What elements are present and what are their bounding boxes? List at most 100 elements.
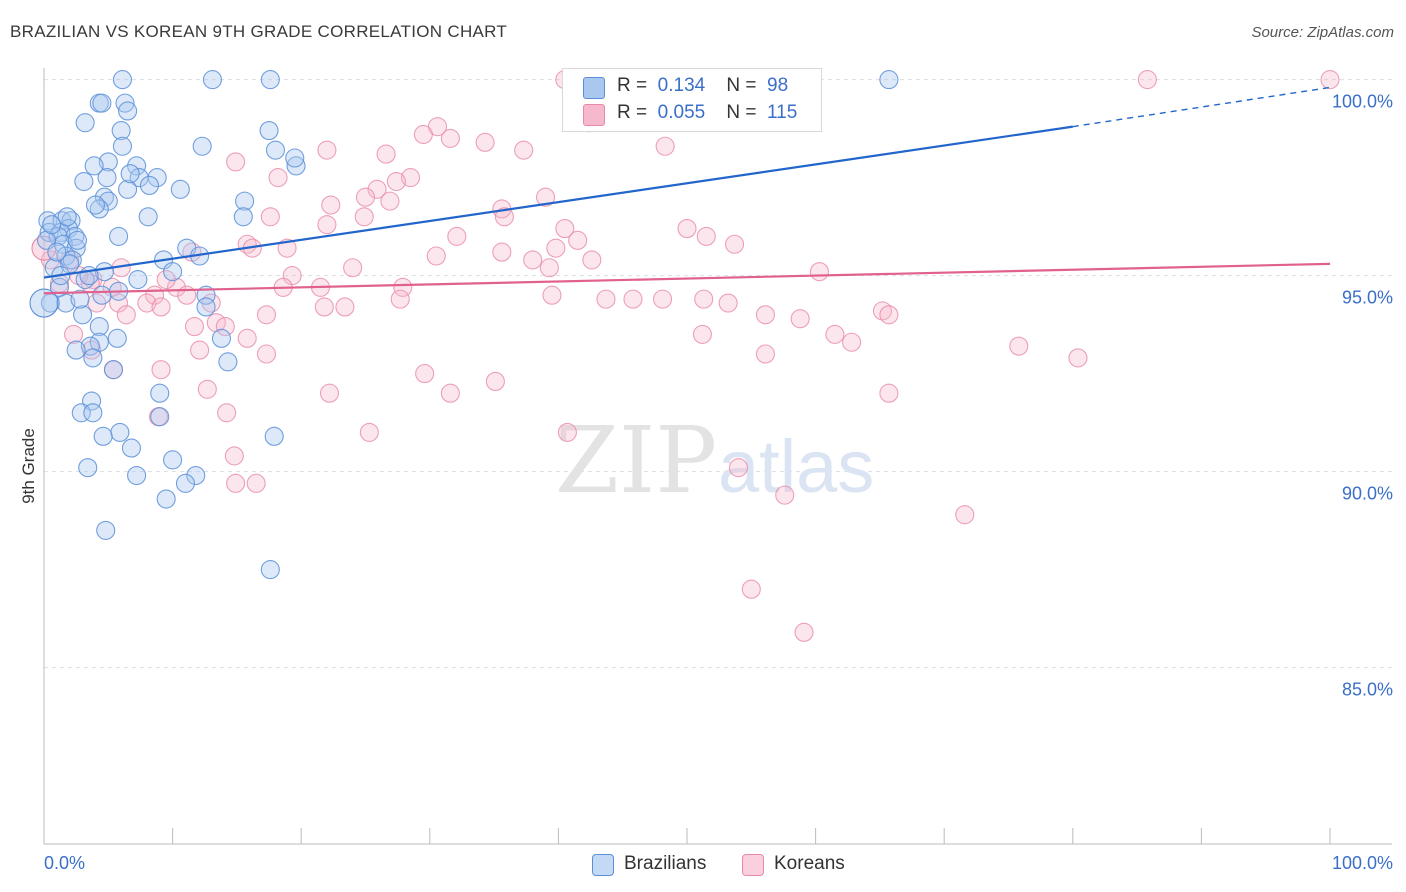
- brazilian-point: [98, 152, 118, 172]
- brazilian-point: [121, 438, 141, 458]
- source-credit: Source: ZipAtlas.com: [1251, 24, 1394, 41]
- brazilian-point: [29, 288, 59, 318]
- korean-point: [319, 383, 340, 403]
- korean-point: [523, 250, 543, 270]
- brazilian-point: [211, 328, 232, 348]
- watermark-atlas: atlas: [718, 425, 874, 508]
- korean-point: [775, 485, 795, 505]
- brazilian-point: [118, 179, 138, 199]
- r-value: 0.055: [657, 102, 706, 123]
- korean-point: [1068, 348, 1088, 368]
- brazilian-point: [233, 207, 253, 227]
- brazilian-point: [67, 230, 87, 250]
- brazilian-point: [85, 195, 105, 215]
- brazilian-point: [80, 336, 100, 356]
- korean-point: [367, 179, 387, 199]
- brazilians-trend-line: [43, 125, 1073, 279]
- stats-legend: R = 0.134 N = 98 R = 0.055 N = 115: [562, 68, 822, 132]
- korean-point: [555, 219, 575, 239]
- koreans-legend-swatch: [742, 854, 764, 876]
- korean-point: [879, 383, 899, 403]
- korean-point: [415, 364, 435, 384]
- korean-point: [215, 317, 235, 337]
- korean-point: [447, 226, 467, 246]
- watermark-zip: ZIP: [555, 407, 717, 514]
- korean-point: [596, 289, 616, 309]
- brazilian-point: [265, 140, 286, 160]
- r-label: R =: [617, 102, 648, 123]
- brazilian-point: [192, 136, 212, 156]
- brazilian-point: [186, 465, 206, 486]
- n-value: 115: [767, 102, 798, 123]
- korean-point: [151, 297, 171, 317]
- korean-point: [64, 324, 84, 344]
- y-tick-label: 95.0%: [1342, 288, 1393, 308]
- trend-lines: [43, 86, 1331, 295]
- brazilian-point: [111, 121, 131, 141]
- brazilian-point: [73, 305, 93, 325]
- korean-point: [492, 242, 512, 262]
- brazilian-point: [138, 207, 158, 227]
- y-tick-label: 100.0%: [1332, 92, 1393, 112]
- korean-point: [321, 195, 341, 215]
- korean-point: [692, 324, 712, 344]
- korean-point: [386, 171, 406, 192]
- korean-point: [151, 360, 171, 380]
- brazilian-point: [83, 348, 103, 368]
- korean-point: [256, 305, 277, 325]
- brazilian-point: [112, 70, 132, 90]
- korean-point: [359, 422, 379, 442]
- brazilian-point: [97, 168, 117, 188]
- korean-point: [343, 258, 363, 278]
- y-tick-labels: 85.0% 90.0% 95.0% 100.0%: [1332, 92, 1393, 700]
- brazilian-point: [147, 168, 167, 188]
- korean-point: [475, 132, 495, 152]
- korean-point: [542, 285, 562, 305]
- brazilian-point: [57, 207, 77, 227]
- brazilian-point: [150, 407, 170, 427]
- brazilian-point: [202, 70, 223, 90]
- brazilian-point: [175, 473, 196, 493]
- korean-point: [825, 324, 845, 344]
- chart-title: BRAZILIAN VS KOREAN 9TH GRADE CORRELATIO…: [10, 22, 508, 41]
- brazilian-point: [260, 70, 280, 90]
- korean-point: [440, 383, 460, 403]
- koreans-trend-line: [43, 262, 1331, 295]
- r-label: R =: [617, 75, 648, 96]
- korean-point: [317, 215, 337, 235]
- korean-point: [440, 128, 460, 148]
- brazilian-point: [163, 450, 183, 470]
- korean-point: [809, 262, 830, 282]
- korean-point: [355, 187, 376, 207]
- brazilian-point: [78, 458, 98, 478]
- brazilian-point: [218, 352, 238, 372]
- korean-point: [653, 289, 673, 309]
- brazilian-point: [118, 101, 138, 121]
- brazilian-point: [42, 215, 62, 235]
- brazilian-point: [96, 520, 116, 540]
- x-tick-label: 0.0%: [44, 853, 85, 873]
- brazilians-legend-swatch: [592, 854, 614, 876]
- brazilian-point: [93, 426, 113, 446]
- brazilian-point: [75, 113, 95, 133]
- korean-point: [400, 168, 421, 188]
- korean-point: [413, 124, 433, 145]
- brazilian-point: [260, 560, 280, 580]
- korean-point: [794, 622, 814, 642]
- brazilian-point: [89, 317, 109, 337]
- korean-point: [166, 277, 187, 297]
- korean-point: [718, 293, 738, 313]
- brazilian-point: [127, 156, 147, 176]
- korean-point: [393, 277, 413, 297]
- korean-point: [655, 136, 675, 156]
- korean-point: [539, 258, 559, 278]
- legend-label-brazilians: Brazilians: [624, 853, 707, 874]
- n-label: N =: [726, 75, 757, 96]
- brazilian-point: [286, 156, 306, 176]
- korean-point: [224, 446, 244, 466]
- brazilian-point: [66, 340, 86, 360]
- korean-point: [557, 422, 577, 442]
- koreans-swatch: [583, 104, 605, 126]
- brazilian-point: [264, 426, 284, 446]
- korean-point: [197, 379, 217, 399]
